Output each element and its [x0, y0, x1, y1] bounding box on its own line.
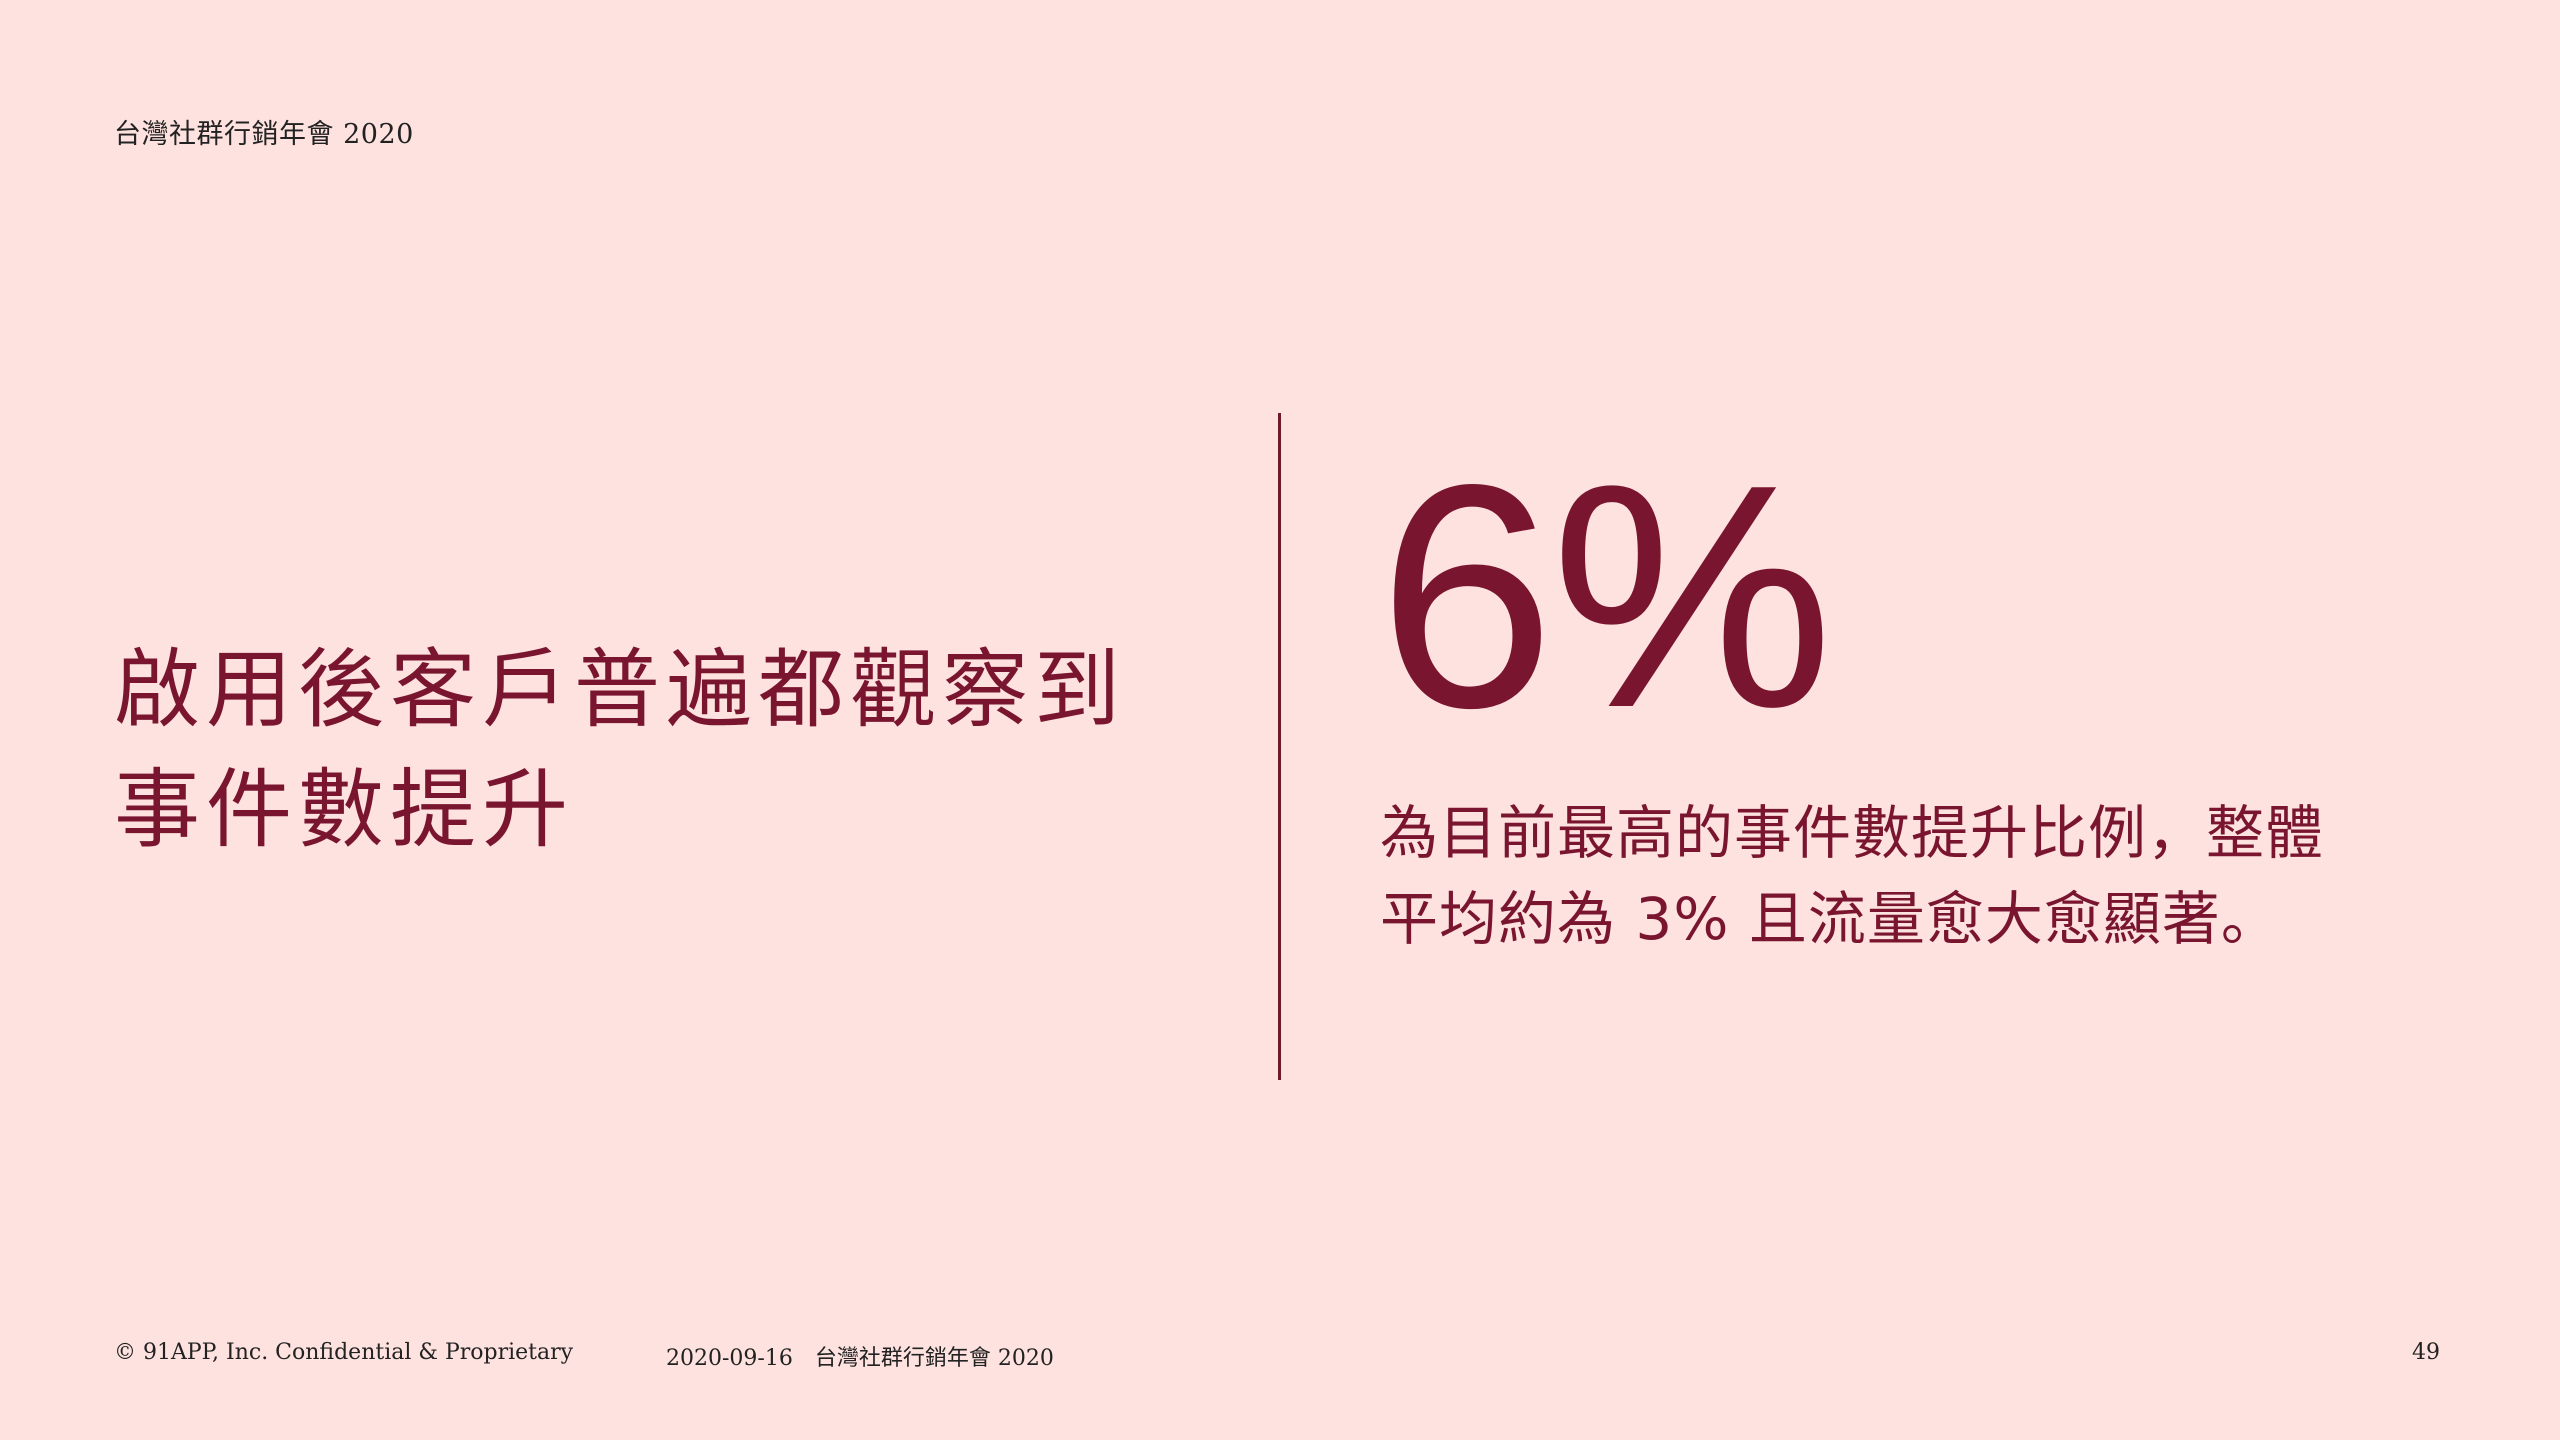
- footer-date-event: 2020-09-16 台灣社群行銷年會 2020: [666, 1346, 1054, 1371]
- footer-copyright: © 91APP, Inc. Confidential & Proprietary: [114, 1340, 574, 1365]
- stat-description: 為目前最高的事件數提升比例，整體 平均約為 3% 且流量愈大愈顯著。: [1380, 790, 2440, 962]
- headline-line-2: 事件數提升: [114, 760, 574, 860]
- page-number: 49: [2412, 1340, 2440, 1365]
- description-line-1: 為目前最高的事件數提升比例，整體: [1380, 799, 2325, 867]
- stat-value: 6%: [1378, 419, 1834, 774]
- header-title: 台灣社群行銷年會 2020: [114, 119, 414, 150]
- headline-line-1: 啟用後客戶普遍都觀察到: [114, 640, 1126, 740]
- headline: 啟用後客戶普遍都觀察到 事件數提升: [114, 630, 1126, 870]
- description-line-2: 平均約為 3% 且流量愈大愈顯著。: [1380, 885, 2280, 953]
- vertical-divider: [1278, 413, 1281, 1080]
